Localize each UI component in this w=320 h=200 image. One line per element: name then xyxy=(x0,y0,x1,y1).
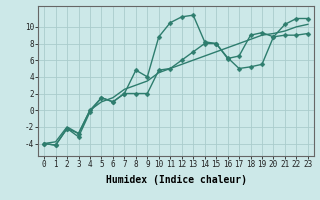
X-axis label: Humidex (Indice chaleur): Humidex (Indice chaleur) xyxy=(106,175,246,185)
